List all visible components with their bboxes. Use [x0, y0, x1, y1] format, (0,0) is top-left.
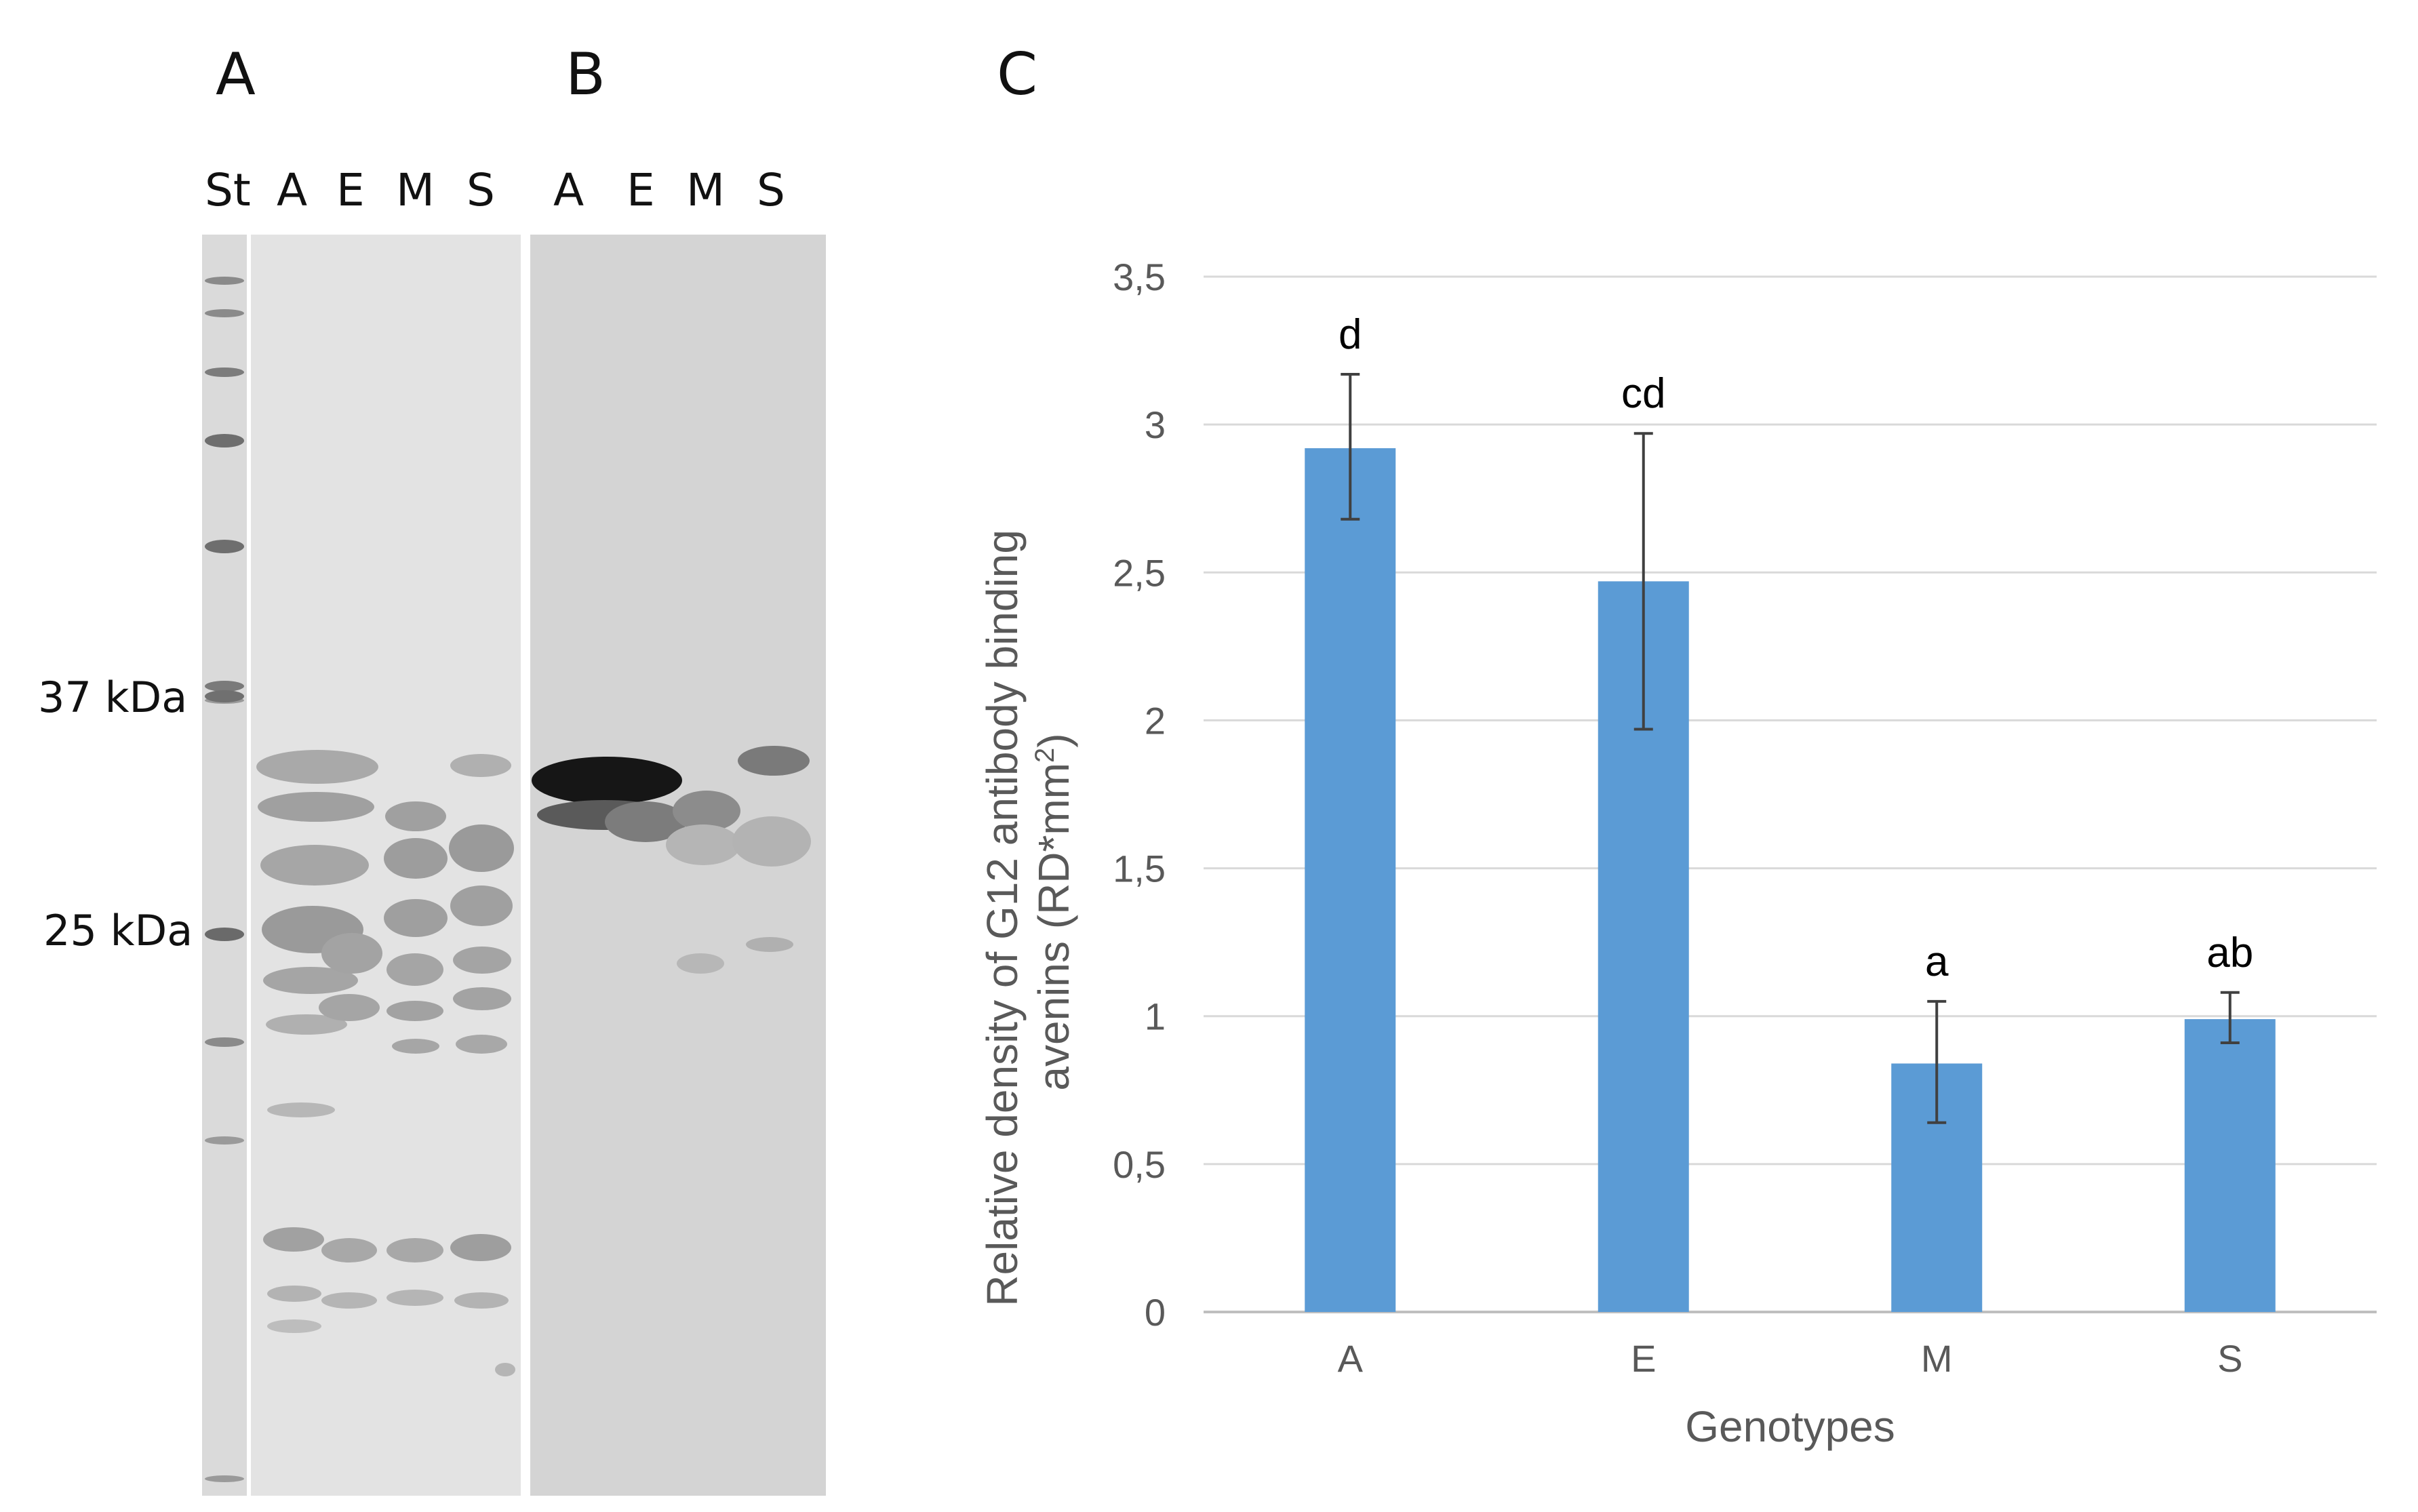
y-tick-label: 2 [1145, 699, 1166, 742]
gel-b-band-m-small [677, 953, 724, 974]
gel-band [256, 750, 378, 784]
significance-label: cd [1621, 370, 1665, 417]
gel-band [450, 1234, 511, 1261]
y-tick-label: 1 [1145, 995, 1166, 1038]
gel-a-lane-label: A [277, 164, 308, 216]
gel-band [267, 1319, 321, 1333]
gel-b-band-s [732, 816, 811, 867]
gel-band [387, 1001, 443, 1021]
y-tick-label: 2,5 [1113, 551, 1166, 594]
gel-b-lane-label: S [757, 164, 785, 216]
marker-label-25kda: 25 kDa [43, 906, 193, 955]
ladder-band [205, 367, 244, 377]
gel-band [387, 953, 443, 986]
gel-band [260, 845, 369, 886]
gel-band [392, 1039, 439, 1054]
gel-a-standard-lane [202, 235, 247, 1496]
significance-label: d [1339, 311, 1362, 358]
x-tick-label: S [2217, 1337, 2242, 1380]
marker-label-37kda: 37 kDa [38, 673, 188, 722]
gel-band [456, 1035, 507, 1054]
gridlines [1204, 275, 2377, 1313]
ladder-band [205, 1136, 244, 1145]
gel-band [384, 838, 448, 879]
gel-band [321, 933, 382, 974]
ladder-band-25kda [205, 928, 244, 941]
x-tick-label: E [1631, 1337, 1656, 1380]
ladder-band [205, 309, 244, 317]
gel-band [385, 801, 446, 831]
gel-b-band-s-upper [738, 746, 810, 776]
gel-b-lane-label: M [686, 164, 725, 216]
gel-a-sample-lanes [251, 235, 521, 1496]
gel-band [495, 1363, 515, 1376]
gel-band [387, 1238, 443, 1262]
gel-band [267, 1286, 321, 1302]
ladder-band [205, 434, 244, 447]
y-axis-title-line2: avenins (RD*mm2) [1029, 733, 1078, 1090]
bar [2184, 1019, 2276, 1312]
panel-letter-c: C [997, 41, 1038, 108]
ladder-band [205, 277, 244, 285]
error-bars [1341, 372, 2240, 1124]
gel-b-lane-label: A [553, 164, 584, 216]
gel-a-lane-label: S [467, 164, 495, 216]
panel-letter-a: A [216, 41, 256, 108]
gel-band [267, 1102, 335, 1117]
gel-b [530, 235, 826, 1496]
gel-a-lane-label: E [336, 164, 365, 216]
gel-band [450, 886, 513, 926]
gel-band [258, 792, 374, 822]
x-tick-label: M [1921, 1337, 1953, 1380]
y-tick-label: 1,5 [1113, 848, 1166, 890]
y-tick-label: 0,5 [1113, 1143, 1166, 1186]
y-tick-label: 3,5 [1113, 256, 1166, 298]
ladder-band [205, 540, 244, 553]
gel-band [321, 1238, 377, 1262]
gel-band [263, 1227, 324, 1252]
gel-band [319, 994, 380, 1021]
gel-band [453, 987, 511, 1010]
gel-band [449, 824, 514, 872]
gel-a-lane-label: M [396, 164, 435, 216]
y-tick-label: 0 [1145, 1291, 1166, 1334]
bar [1305, 448, 1396, 1313]
x-axis-title: Genotypes [1685, 1402, 1895, 1451]
gel-b-band-a [532, 757, 682, 804]
y-axis-title-line1: Relative density of G12 antibody binding [978, 530, 1027, 1307]
gel-band [453, 947, 511, 974]
gel-b-lane-label: E [627, 164, 655, 216]
ladder-band [205, 1475, 244, 1482]
gel-b-band-m-lower [666, 824, 740, 865]
gel-a-lane-label: St [205, 164, 251, 216]
gel-band [450, 754, 511, 777]
panel-letter-b: B [566, 41, 606, 108]
ladder-band-37kda [205, 690, 244, 702]
y-tick-label: 3 [1145, 403, 1166, 446]
y-axis-title: Relative density of G12 antibody binding… [978, 517, 1078, 1306]
gel-band [384, 899, 448, 937]
significance-label: a [1925, 938, 1949, 985]
ladder-band [205, 681, 244, 692]
significance-label: ab [2206, 930, 2253, 976]
gel-band [454, 1292, 509, 1309]
bars [1305, 448, 2276, 1313]
gel-band [321, 1292, 377, 1309]
gel-band [387, 1290, 443, 1306]
x-tick-label: A [1338, 1337, 1364, 1380]
ladder-band [205, 1037, 244, 1047]
chart-labels: 0 0,5 1 1,5 2 2,5 3 3,5 d Acd Ea Mab S [1113, 256, 2253, 1380]
gel-b-band-s-small [746, 937, 793, 952]
